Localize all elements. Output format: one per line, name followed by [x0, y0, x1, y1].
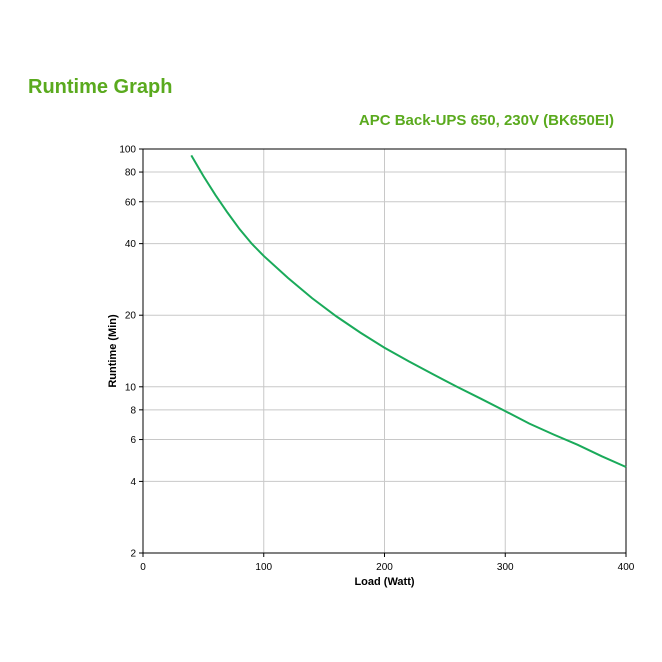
y-tick-label: 4 — [130, 477, 136, 488]
x-tick-label: 100 — [255, 562, 272, 573]
x-axis: 0 100 200 300 400 — [140, 553, 635, 573]
y-tick-label: 20 — [125, 311, 137, 322]
x-tick-label: 400 — [618, 562, 635, 573]
y-tick-label: 40 — [125, 239, 137, 250]
y-axis-label: Runtime (Min) — [107, 314, 119, 388]
y-tick-label: 10 — [125, 382, 137, 393]
x-axis-label: Load (Watt) — [354, 576, 414, 588]
y-axis: 2 4 6 8 10 20 40 60 80 100 — [119, 145, 143, 560]
x-tick-label: 0 — [140, 562, 146, 573]
page-title: Runtime Graph — [28, 76, 173, 98]
chart-grid — [142, 148, 627, 554]
y-tick-label: 60 — [125, 197, 137, 208]
y-tick-label: 6 — [130, 435, 136, 446]
x-tick-label: 300 — [497, 562, 514, 573]
y-tick-label: 100 — [119, 145, 136, 156]
chart-subtitle: APC Back-UPS 650, 230V (BK650EI) — [358, 112, 614, 129]
x-tick-label: 200 — [376, 562, 393, 573]
runtime-curve — [190, 154, 627, 468]
y-tick-label: 2 — [130, 549, 136, 560]
y-tick-label: 80 — [125, 168, 137, 179]
y-tick-label: 8 — [130, 405, 136, 416]
